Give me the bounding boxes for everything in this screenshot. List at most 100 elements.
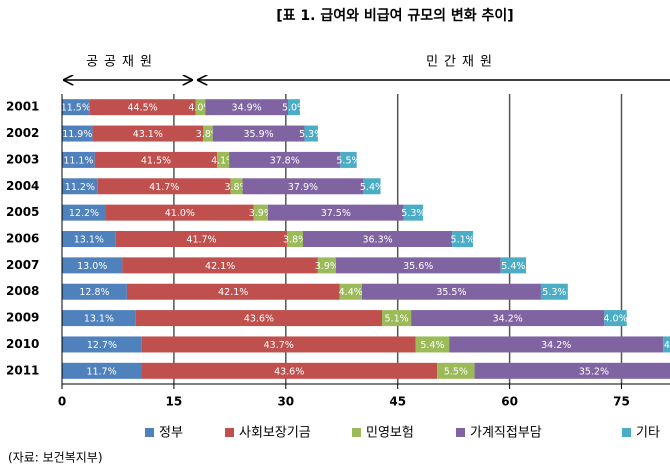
bar-segment bbox=[302, 231, 453, 247]
bar-segment bbox=[62, 151, 95, 168]
bar-segment bbox=[287, 231, 303, 247]
bar-segment bbox=[126, 283, 340, 300]
y-tick-label: 2007 bbox=[6, 258, 39, 272]
legend-swatch bbox=[456, 428, 465, 437]
data-label: 5.1% bbox=[451, 235, 475, 246]
legend-label: 기타 bbox=[636, 426, 660, 441]
data-label: 13.1% bbox=[84, 314, 114, 325]
bar-segment bbox=[89, 99, 196, 116]
bar-segment bbox=[382, 310, 412, 327]
data-label: 3.8% bbox=[283, 235, 307, 246]
bar-segment bbox=[97, 178, 231, 195]
data-label: 35.9% bbox=[243, 129, 273, 140]
bar-segment bbox=[212, 125, 305, 142]
y-tick-label: 2003 bbox=[6, 152, 39, 166]
bar-segment bbox=[62, 336, 142, 353]
data-label: 11.7% bbox=[86, 366, 116, 377]
data-label: 3.8% bbox=[196, 129, 220, 140]
data-label: 12.8% bbox=[79, 287, 109, 298]
chart-title: [표 1. 급여와 비급여 규모의 변화 추이] bbox=[276, 7, 513, 24]
bar-segment bbox=[202, 125, 213, 142]
bar-segment bbox=[253, 204, 268, 221]
legend-swatch bbox=[622, 428, 631, 437]
data-label: 5.3% bbox=[401, 208, 425, 219]
bar-segment bbox=[205, 99, 289, 116]
data-label: 37.5% bbox=[321, 208, 351, 219]
bar-segment bbox=[437, 362, 475, 379]
bar-segment bbox=[62, 99, 90, 116]
x-tick-label: 45 bbox=[389, 395, 406, 409]
source: (자료: 보건복지부) bbox=[8, 451, 103, 465]
data-label: 5.4% bbox=[360, 182, 384, 193]
data-label: 5.3% bbox=[299, 129, 323, 140]
data-label: 43.6% bbox=[274, 366, 304, 377]
data-label: 4.4% bbox=[339, 287, 363, 298]
data-label: 5.4% bbox=[501, 261, 525, 272]
bar-segment bbox=[106, 204, 254, 221]
x-tick-label: 60 bbox=[501, 395, 518, 409]
data-label: 41.7% bbox=[186, 235, 216, 246]
x-tick-label: 75 bbox=[613, 395, 630, 409]
data-label: 44.5% bbox=[127, 103, 157, 114]
x-tick-label: 15 bbox=[166, 395, 183, 409]
data-label: 11.9% bbox=[62, 129, 92, 140]
data-label: 41.0% bbox=[165, 208, 195, 219]
bar-segment bbox=[92, 125, 203, 142]
data-label: 11.1% bbox=[63, 155, 93, 166]
data-label: 4.0% bbox=[188, 103, 212, 114]
bar-segment bbox=[363, 178, 381, 195]
data-label: 34.9% bbox=[232, 103, 262, 114]
data-label: 5.5% bbox=[444, 366, 468, 377]
bar-segment bbox=[452, 231, 474, 247]
data-label: 42.1% bbox=[205, 261, 235, 272]
data-label: 41.5% bbox=[141, 155, 171, 166]
y-tick-label: 2002 bbox=[6, 126, 39, 140]
y-tick-label: 2004 bbox=[6, 179, 39, 193]
data-label: 37.9% bbox=[288, 182, 318, 193]
data-label: 12.7% bbox=[87, 340, 117, 351]
data-label: 13.1% bbox=[74, 235, 104, 246]
y-tick-label: 2009 bbox=[6, 311, 39, 325]
data-label: 41.7% bbox=[149, 182, 179, 193]
annotation: 민간재원 bbox=[426, 55, 498, 70]
bar-segment bbox=[304, 125, 318, 142]
bar-segment bbox=[141, 336, 416, 353]
annotation: 공공재원 bbox=[86, 55, 158, 70]
bar-segment bbox=[195, 99, 206, 116]
data-label: 4.0% bbox=[664, 340, 670, 351]
y-tick-label: 2010 bbox=[6, 337, 39, 351]
bar-segment bbox=[411, 310, 605, 327]
x-tick-label: 0 bbox=[58, 395, 66, 409]
bar-segment bbox=[317, 257, 336, 274]
data-label: 43.7% bbox=[264, 340, 294, 351]
bar-segment bbox=[135, 310, 383, 327]
bar-segment bbox=[449, 336, 664, 353]
bar-segment bbox=[474, 362, 670, 379]
data-label: 43.6% bbox=[244, 314, 274, 325]
data-label: 35.6% bbox=[403, 261, 433, 272]
bar-segment bbox=[540, 283, 568, 300]
bar-segment bbox=[242, 178, 364, 195]
data-label: 42.1% bbox=[218, 287, 248, 298]
bar-segment bbox=[663, 336, 670, 353]
legend-swatch bbox=[145, 428, 154, 437]
bar-segment bbox=[339, 283, 362, 300]
bars: 11.5% 44.5% 4.0% 34.9% 5.0% 11.9% 43.1% 3.8% 35.… bbox=[61, 99, 670, 379]
bar-segment bbox=[288, 99, 300, 116]
data-label: 5.3% bbox=[542, 287, 566, 298]
bar-segment bbox=[335, 257, 501, 274]
bar-segment bbox=[217, 151, 230, 168]
bar-segment bbox=[115, 231, 288, 247]
bar-segment bbox=[94, 151, 218, 168]
data-label: 4.1% bbox=[211, 155, 235, 166]
data-label: 4.0% bbox=[603, 314, 627, 325]
bar-segment bbox=[267, 204, 404, 221]
bar-segment bbox=[229, 151, 341, 168]
y-tick-label: 2011 bbox=[6, 363, 39, 377]
bar-segment bbox=[403, 204, 424, 221]
bar-segment bbox=[62, 310, 136, 327]
data-label: 34.2% bbox=[541, 340, 571, 351]
data-label: 12.2% bbox=[69, 208, 99, 219]
bar-segment bbox=[62, 204, 107, 221]
